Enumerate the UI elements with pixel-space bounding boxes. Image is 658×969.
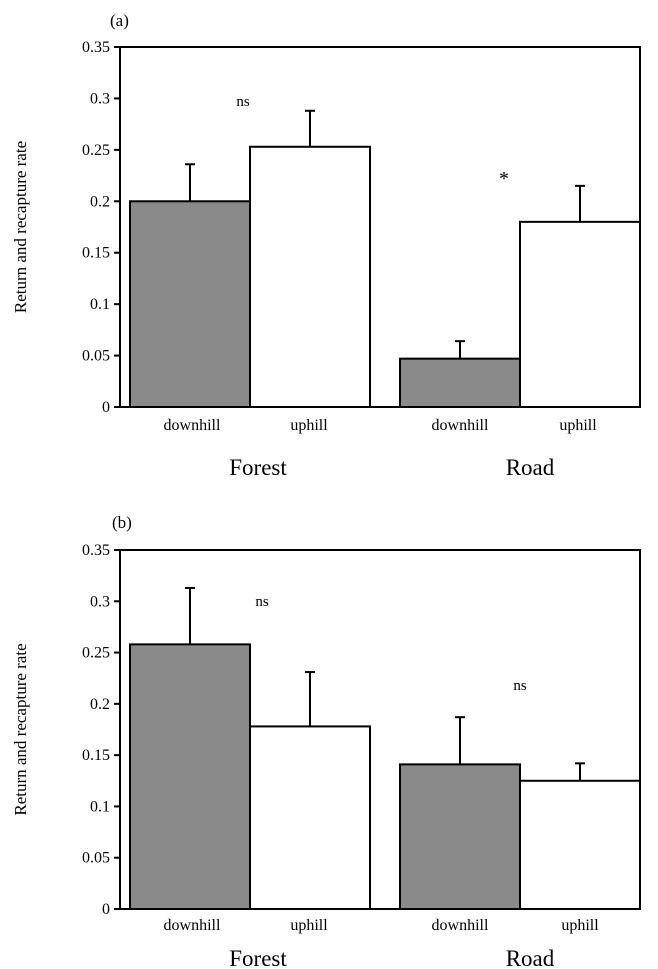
y-tick-label: 0.2: [90, 193, 110, 210]
bar: [519, 779, 641, 910]
y-tick-label: 0.05: [82, 348, 110, 365]
x-tick-label: uphill: [561, 917, 599, 934]
y-axis-label: Return and recapture rate: [11, 141, 30, 313]
group-label: Road: [506, 946, 555, 969]
bar: [519, 220, 641, 408]
x-tick-label: uphill: [559, 417, 597, 434]
y-tick-label: 0: [102, 399, 110, 416]
group-label: Forest: [229, 455, 287, 480]
bar: [129, 643, 251, 910]
plot-frame: [119, 46, 641, 408]
significance-label: ns: [513, 678, 527, 694]
bar: [399, 763, 521, 910]
plot-frame: [119, 549, 641, 910]
panel-label: (a): [110, 11, 129, 30]
bar: [249, 725, 371, 910]
y-tick-label: 0.15: [82, 747, 110, 764]
y-tick-label: 0.1: [90, 798, 110, 815]
y-tick-label: 0.1: [90, 296, 110, 313]
x-tick-label: uphill: [290, 917, 328, 934]
y-tick-label: 0.35: [82, 39, 110, 56]
y-tick-label: 0.25: [82, 645, 110, 662]
x-tick-label: uphill: [290, 417, 328, 434]
y-tick-label: 0.2: [90, 696, 110, 713]
x-tick-label: downhill: [164, 417, 221, 434]
y-axis-label: Return and recapture rate: [11, 643, 30, 815]
y-tick-label: 0.3: [90, 593, 110, 610]
x-tick-label: downhill: [432, 417, 489, 434]
y-tick-label: 0.15: [82, 245, 110, 262]
bar: [399, 357, 521, 408]
group-label: Road: [506, 455, 555, 480]
significance-label: ns: [255, 594, 269, 610]
y-tick-label: 0.35: [82, 542, 110, 559]
bar: [249, 145, 371, 408]
y-tick-label: 0.25: [82, 142, 110, 159]
group-label: Forest: [229, 946, 287, 969]
x-tick-label: downhill: [432, 917, 489, 934]
y-tick-label: 0.3: [90, 90, 110, 107]
bar: [129, 200, 251, 408]
x-tick-label: downhill: [164, 917, 221, 934]
significance-label: *: [499, 168, 509, 190]
significance-label: ns: [236, 94, 250, 110]
panel-label: (b): [112, 513, 132, 532]
y-tick-label: 0.05: [82, 850, 110, 867]
y-tick-label: 0: [102, 901, 110, 918]
